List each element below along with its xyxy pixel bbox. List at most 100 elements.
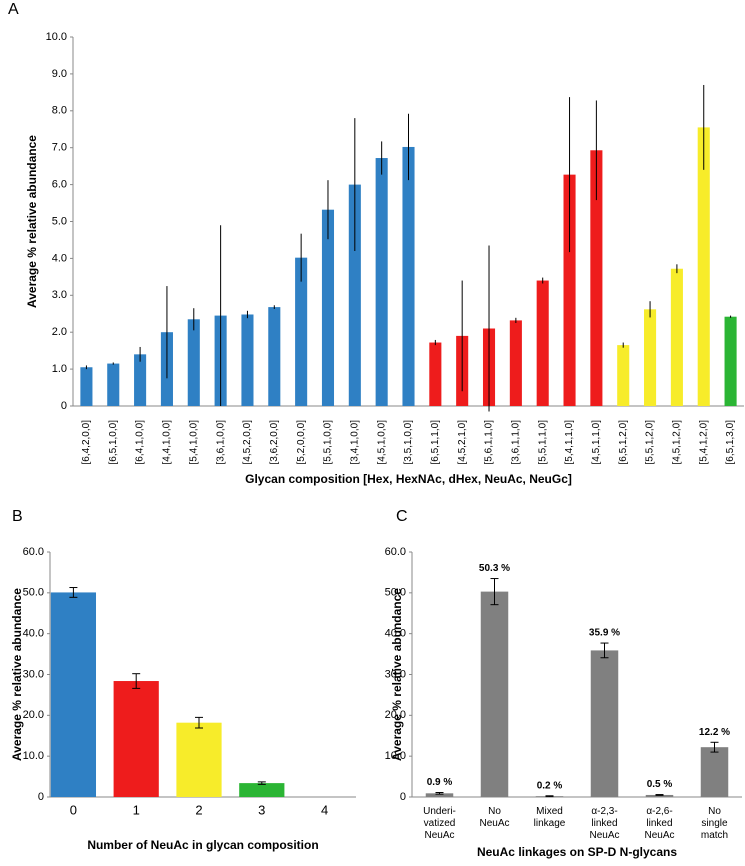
y-axis-title: Average % relative abundance — [25, 135, 39, 308]
bar — [241, 314, 254, 406]
bar — [697, 127, 710, 406]
bar — [268, 307, 281, 406]
x-tick-label: [6,5,1,2,0] — [618, 420, 629, 465]
bar — [429, 342, 442, 406]
x-tick-label: [4,5,2,1,0] — [457, 420, 468, 465]
y-tick-label: 0 — [61, 400, 67, 412]
error-bar — [195, 716, 203, 729]
error-bar — [435, 792, 444, 795]
value-label: 0.5 % — [647, 779, 673, 790]
y-tick-label: 9.0 — [52, 68, 67, 80]
value-label: 35.9 % — [589, 628, 620, 639]
bar — [176, 722, 222, 797]
x-tick-label: [5,5,1,2,0] — [645, 420, 656, 465]
y-tick-label: 0 — [38, 791, 44, 803]
error-bar — [545, 795, 554, 798]
x-tick-label: [3,6,2,0,0] — [269, 420, 280, 465]
x-tick-label: No NeuAc — [479, 806, 509, 829]
x-tick-label: [5,4,1,2,0] — [698, 420, 709, 465]
x-tick-label: [5,6,1,1,0] — [484, 420, 495, 465]
bar — [724, 316, 737, 406]
y-tick-label: 1.0 — [52, 363, 67, 375]
bar — [590, 650, 619, 797]
bar — [563, 174, 576, 406]
y-tick-label: 60.0 — [385, 546, 406, 558]
y-tick-label: 3.0 — [52, 289, 67, 301]
y-tick-label: 7.0 — [52, 142, 67, 154]
x-tick-label: [3,6,1,1,0] — [511, 420, 522, 465]
bar — [187, 319, 200, 406]
y-tick-label: 8.0 — [52, 105, 67, 117]
value-label: 50.3 % — [479, 563, 510, 574]
x-tick-label: [6,5,1,3,0] — [725, 420, 736, 465]
y-tick-label: 2.0 — [52, 326, 67, 338]
y-tick-label: 40.0 — [385, 628, 406, 640]
x-tick-label: [5,2,0,0,0] — [296, 420, 307, 465]
y-tick-label: 20.0 — [23, 709, 44, 721]
bar — [107, 363, 120, 406]
x-tick-label: [4,5,1,2,0] — [672, 420, 683, 465]
bar — [321, 209, 335, 406]
y-tick-label: 6.0 — [52, 179, 67, 191]
bar — [644, 309, 657, 406]
bar — [480, 591, 509, 797]
y-tick-label: 10.0 — [46, 31, 67, 43]
x-tick-label: [5,5,1,0,0] — [323, 420, 334, 465]
x-tick-label: [4,5,1,1,0] — [591, 420, 602, 465]
x-tick-label: [5,5,1,1,0] — [537, 420, 548, 465]
x-tick-label: No single match — [701, 806, 728, 841]
y-tick-label: 4.0 — [52, 252, 67, 264]
bar — [402, 146, 415, 406]
x-tick-label: [3,4,1,0,0] — [349, 420, 360, 465]
bar — [295, 257, 308, 406]
x-tick-label: Mixed linkage — [534, 806, 566, 829]
error-bar — [655, 794, 664, 796]
x-tick-label: [6,5,1,1,0] — [430, 420, 441, 465]
bar — [670, 268, 683, 406]
y-tick-label: 30.0 — [385, 668, 406, 680]
x-tick-label: 0 — [70, 802, 77, 817]
value-label: 12.2 % — [699, 727, 730, 738]
error-bar — [69, 587, 78, 598]
x-tick-label: 4 — [321, 802, 328, 817]
y-tick-label: 5.0 — [52, 215, 67, 227]
error-bar — [710, 741, 719, 753]
value-label: 0.2 % — [537, 780, 563, 791]
y-tick-label: 60.0 — [23, 546, 44, 558]
bar — [617, 345, 630, 406]
y-tick-label: 10.0 — [23, 750, 44, 762]
error-bar — [257, 781, 266, 785]
bar — [348, 184, 361, 406]
x-tick-label: [4,4,1,0,0] — [162, 420, 173, 465]
y-tick-label: 30.0 — [23, 668, 44, 680]
x-tick-label: 1 — [133, 802, 140, 817]
x-tick-label: Underi-vatized NeuAc — [423, 806, 456, 841]
x-tick-label: 3 — [258, 802, 265, 817]
bar — [134, 354, 147, 406]
x-axis-title: NeuAc linkages on SP-D N-glycans — [477, 845, 677, 859]
panel-label: B — [12, 508, 23, 525]
y-tick-label: 50.0 — [23, 587, 44, 599]
x-tick-label: [6,4,2,0,0] — [81, 420, 92, 465]
x-tick-label: 2 — [195, 802, 202, 817]
bar — [80, 367, 93, 406]
x-tick-label: α-2,6-linked NeuAc — [644, 806, 674, 841]
bar — [375, 158, 388, 406]
bar — [700, 747, 729, 797]
x-tick-label: [3,6,1,0,0] — [215, 420, 226, 465]
x-axis-title: Glycan composition [Hex, HexNAc, dHex, N… — [245, 472, 572, 486]
x-tick-label: [5,4,1,1,0] — [564, 420, 575, 465]
bar — [239, 783, 285, 797]
bar — [50, 592, 97, 797]
y-axis-title: Average % relative abundance — [10, 588, 24, 761]
bar — [536, 280, 549, 406]
x-tick-label: [3,5,1,0,0] — [403, 420, 414, 465]
panel-label: C — [396, 508, 408, 525]
y-tick-label: 40.0 — [23, 628, 44, 640]
x-tick-label: α-2,3-linked NeuAc — [589, 806, 619, 841]
x-tick-label: [6,5,1,0,0] — [108, 420, 119, 465]
bar — [645, 794, 674, 797]
bar — [425, 793, 454, 797]
value-label: 0.9 % — [427, 777, 453, 788]
